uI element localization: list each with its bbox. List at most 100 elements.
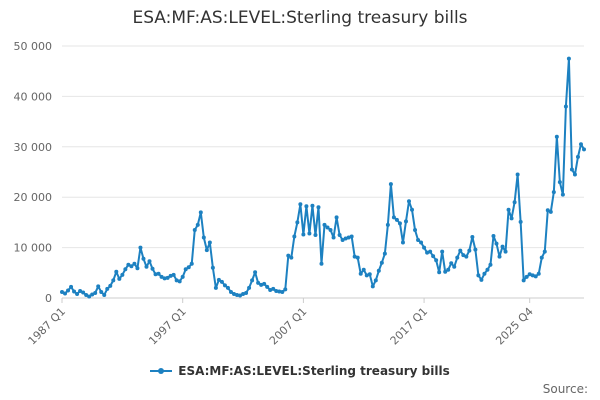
data-point[interactable] bbox=[425, 250, 430, 255]
data-point[interactable] bbox=[364, 273, 369, 278]
data-point[interactable] bbox=[268, 287, 273, 292]
data-point[interactable] bbox=[265, 284, 270, 289]
data-point[interactable] bbox=[66, 288, 71, 293]
data-point[interactable] bbox=[458, 248, 463, 253]
data-point[interactable] bbox=[437, 270, 442, 275]
data-point[interactable] bbox=[325, 225, 330, 230]
data-point[interactable] bbox=[141, 256, 146, 261]
data-point[interactable] bbox=[171, 272, 176, 277]
data-point[interactable] bbox=[102, 292, 107, 297]
data-point[interactable] bbox=[431, 254, 436, 259]
data-point[interactable] bbox=[81, 290, 86, 295]
data-point[interactable] bbox=[566, 56, 571, 61]
data-point[interactable] bbox=[298, 202, 303, 207]
data-point[interactable] bbox=[533, 274, 538, 279]
data-point[interactable] bbox=[63, 291, 68, 296]
data-point[interactable] bbox=[572, 172, 577, 177]
data-point[interactable] bbox=[147, 259, 152, 264]
data-point[interactable] bbox=[60, 289, 64, 294]
data-point[interactable] bbox=[213, 285, 218, 290]
data-point[interactable] bbox=[310, 203, 315, 208]
data-point[interactable] bbox=[452, 264, 457, 269]
data-point[interactable] bbox=[247, 285, 252, 290]
data-point[interactable] bbox=[422, 245, 427, 250]
data-point[interactable] bbox=[126, 262, 131, 267]
data-point[interactable] bbox=[331, 235, 336, 240]
data-point[interactable] bbox=[488, 262, 493, 267]
data-point[interactable] bbox=[135, 266, 140, 271]
data-point[interactable] bbox=[400, 240, 405, 245]
data-point[interactable] bbox=[78, 288, 83, 293]
data-point[interactable] bbox=[419, 240, 424, 245]
data-point[interactable] bbox=[204, 248, 209, 253]
data-point[interactable] bbox=[307, 231, 312, 236]
data-point[interactable] bbox=[313, 233, 318, 237]
data-point[interactable] bbox=[225, 285, 230, 290]
data-point[interactable] bbox=[446, 267, 451, 272]
data-point[interactable] bbox=[295, 220, 300, 225]
data-point[interactable] bbox=[84, 292, 89, 297]
data-point[interactable] bbox=[129, 264, 134, 269]
data-point[interactable] bbox=[391, 215, 396, 220]
data-point[interactable] bbox=[569, 167, 574, 172]
data-point[interactable] bbox=[340, 238, 345, 243]
data-point[interactable] bbox=[271, 286, 276, 291]
data-point[interactable] bbox=[379, 260, 384, 265]
data-point[interactable] bbox=[316, 205, 321, 210]
data-point[interactable] bbox=[355, 255, 360, 260]
data-point[interactable] bbox=[144, 264, 149, 269]
data-point[interactable] bbox=[168, 273, 173, 278]
data-point[interactable] bbox=[165, 275, 170, 280]
data-point[interactable] bbox=[530, 273, 535, 278]
data-point[interactable] bbox=[286, 253, 291, 258]
data-point[interactable] bbox=[440, 249, 445, 254]
data-point[interactable] bbox=[159, 274, 164, 279]
data-point[interactable] bbox=[382, 251, 387, 256]
data-point[interactable] bbox=[509, 216, 514, 221]
data-point[interactable] bbox=[361, 267, 366, 272]
data-point[interactable] bbox=[177, 279, 182, 284]
data-point[interactable] bbox=[87, 294, 92, 299]
data-point[interactable] bbox=[485, 267, 490, 272]
data-point[interactable] bbox=[235, 292, 240, 297]
data-point[interactable] bbox=[99, 289, 104, 294]
data-point[interactable] bbox=[162, 276, 167, 281]
data-point[interactable] bbox=[376, 268, 381, 273]
data-point[interactable] bbox=[250, 278, 255, 283]
data-point[interactable] bbox=[75, 291, 80, 296]
data-point[interactable] bbox=[241, 291, 246, 296]
data-point[interactable] bbox=[470, 235, 475, 240]
data-point[interactable] bbox=[72, 289, 77, 294]
data-point[interactable] bbox=[416, 238, 421, 243]
data-point[interactable] bbox=[301, 232, 306, 237]
data-point[interactable] bbox=[256, 280, 261, 285]
data-point[interactable] bbox=[231, 291, 236, 296]
data-point[interactable] bbox=[410, 207, 415, 212]
data-point[interactable] bbox=[557, 180, 562, 185]
data-point[interactable] bbox=[289, 255, 294, 260]
data-point[interactable] bbox=[503, 249, 508, 254]
data-point[interactable] bbox=[120, 272, 125, 277]
data-point[interactable] bbox=[582, 147, 586, 152]
data-point[interactable] bbox=[207, 240, 212, 245]
data-point[interactable] bbox=[515, 172, 520, 177]
data-point[interactable] bbox=[210, 265, 215, 270]
data-point[interactable] bbox=[560, 192, 565, 197]
data-point[interactable] bbox=[349, 234, 354, 239]
data-point[interactable] bbox=[482, 271, 487, 276]
data-point[interactable] bbox=[283, 287, 288, 292]
data-point[interactable] bbox=[96, 284, 101, 289]
data-point[interactable] bbox=[551, 190, 556, 195]
data-point[interactable] bbox=[527, 272, 532, 277]
data-point[interactable] bbox=[244, 290, 249, 295]
data-point[interactable] bbox=[228, 289, 233, 294]
legend[interactable]: ESA:MF:AS:LEVEL:Sterling treasury bills bbox=[0, 364, 600, 378]
data-point[interactable] bbox=[216, 277, 221, 282]
data-point[interactable] bbox=[337, 233, 342, 237]
data-point[interactable] bbox=[138, 245, 143, 250]
data-point[interactable] bbox=[222, 283, 227, 288]
data-point[interactable] bbox=[280, 289, 285, 294]
data-point[interactable] bbox=[476, 273, 481, 278]
data-point[interactable] bbox=[328, 227, 333, 232]
data-point[interactable] bbox=[413, 227, 418, 232]
